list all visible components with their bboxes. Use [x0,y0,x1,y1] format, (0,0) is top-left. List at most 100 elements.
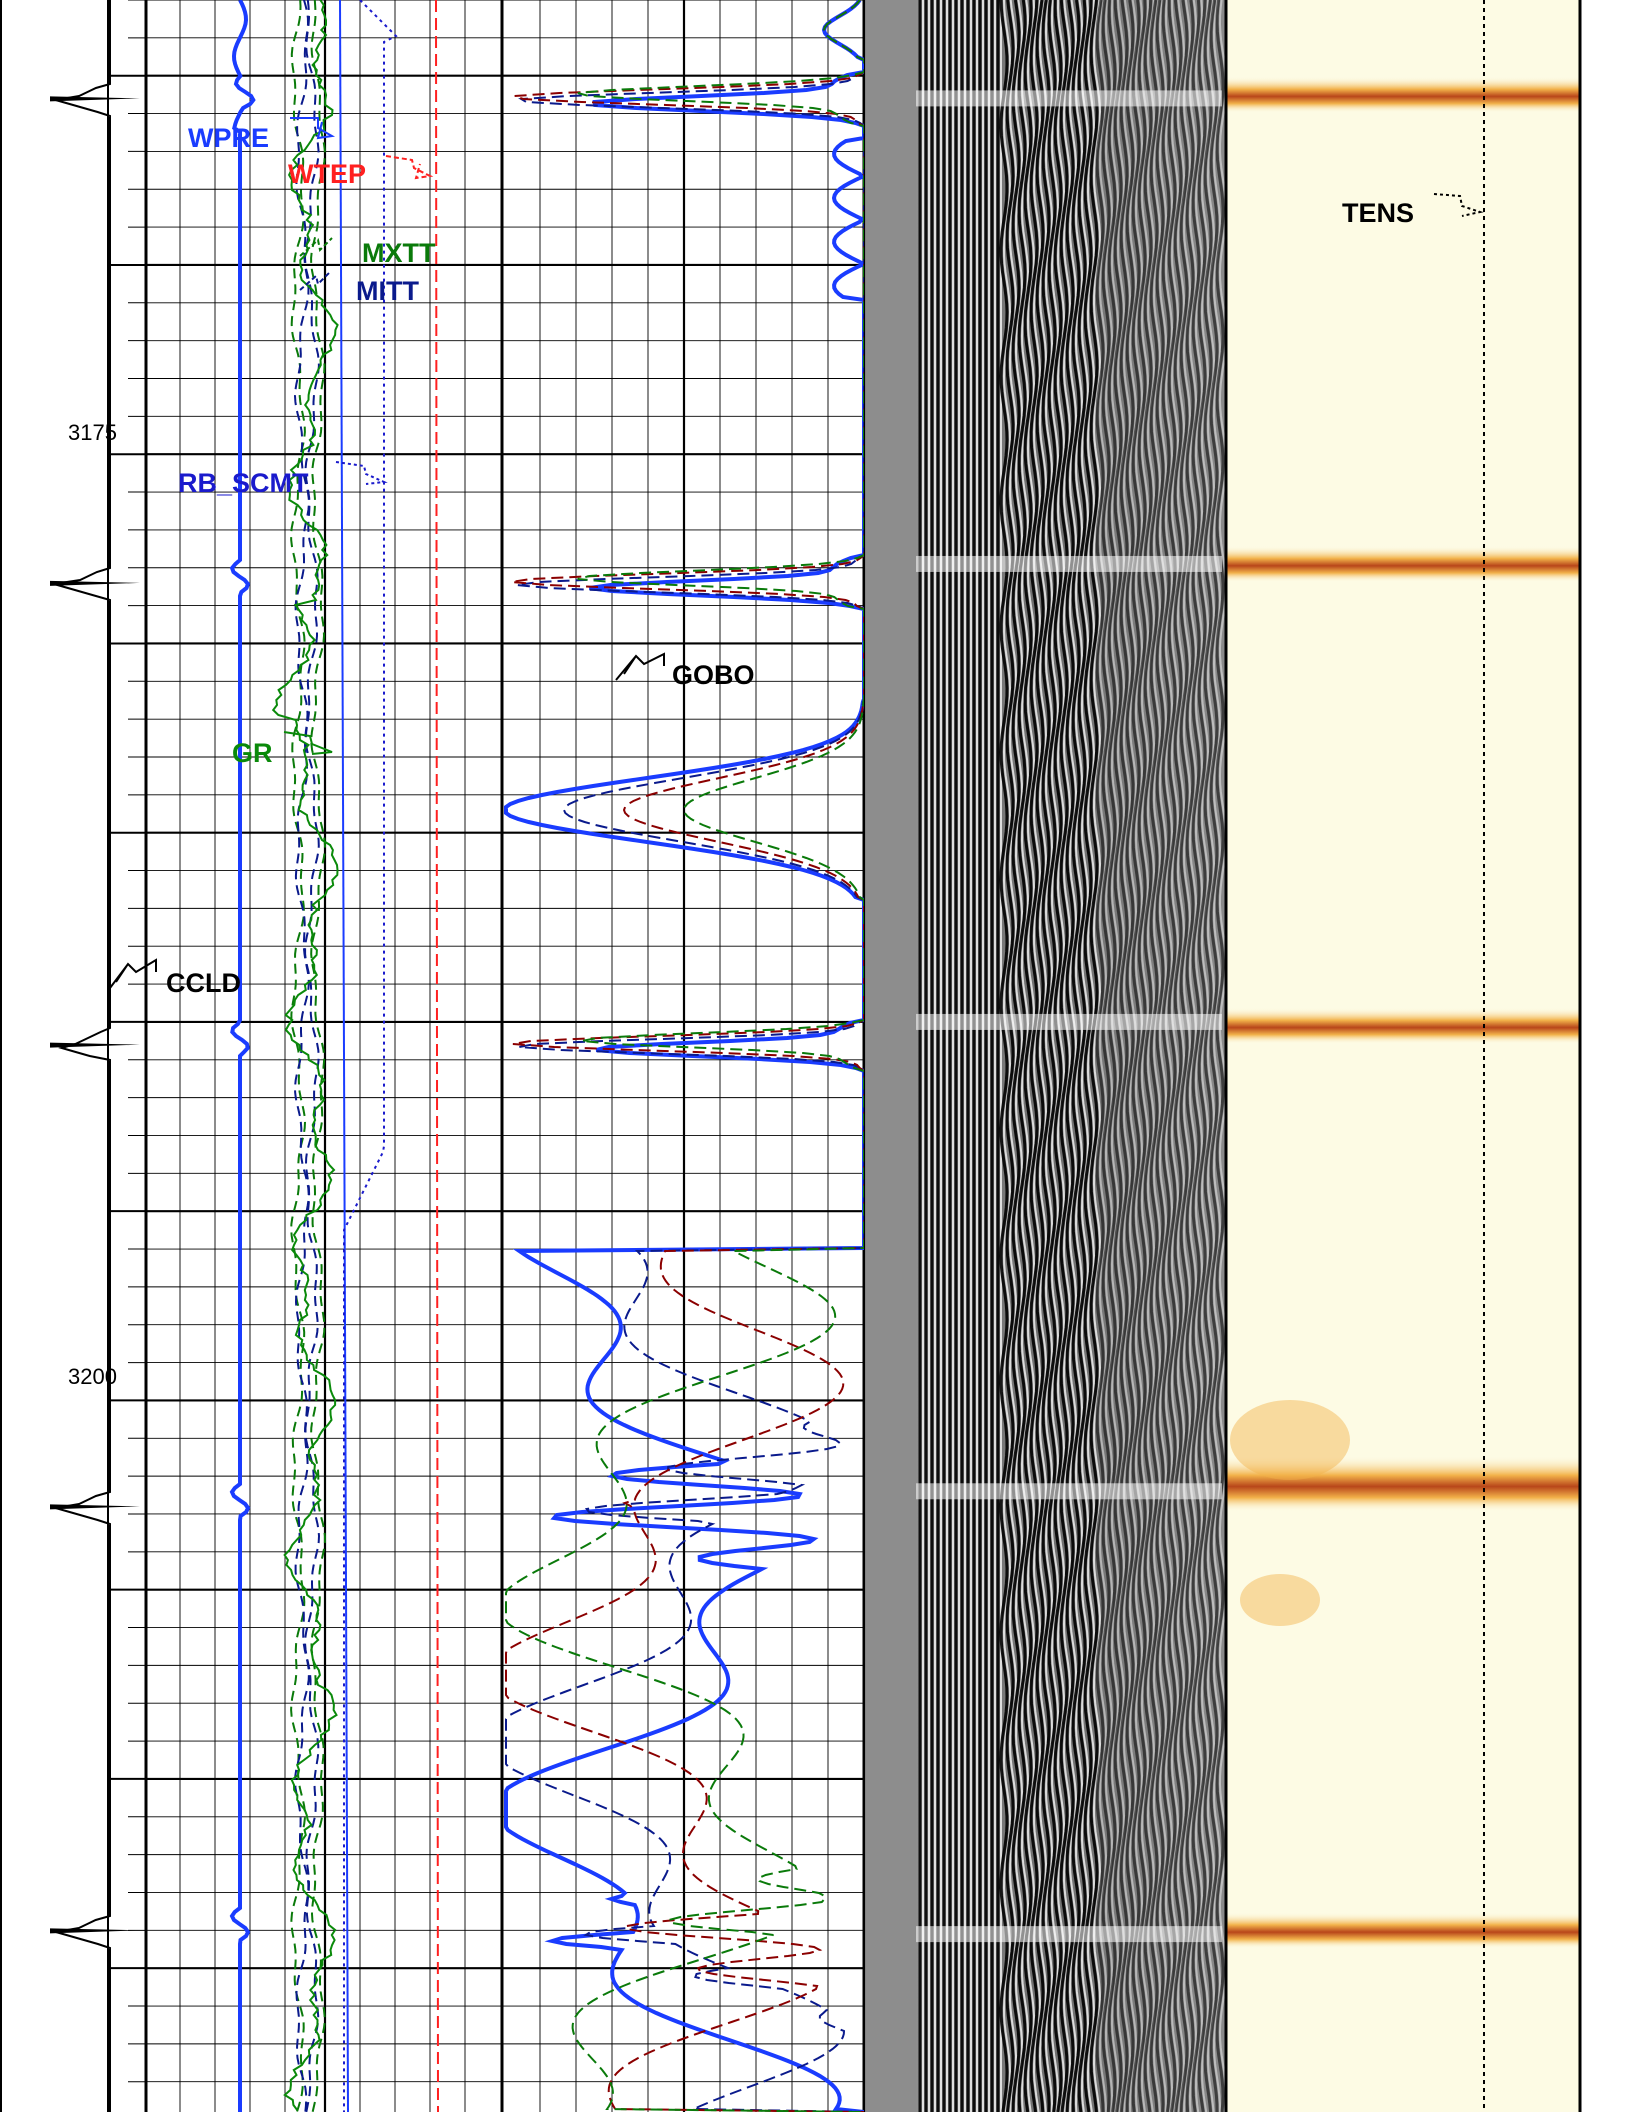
tens-label: TENS [1342,198,1414,228]
waveform-ring [866,555,1222,572]
bond-band [1226,545,1580,582]
waveform-stripe [1083,0,1093,2112]
depth-ticks [108,0,146,2083]
waveform-stripe [1017,0,1027,2112]
waveform-stripes [866,0,1228,2112]
track-borders [0,0,1582,2112]
waveform-stripe [1005,0,1015,2112]
mitt-trace-2 [293,0,310,2112]
waveform-stripe [1095,0,1105,2112]
gobo-arrow-icon [615,652,665,681]
depth-label-3175: 3175 [68,420,117,445]
waveform-stripe [1032,0,1042,2112]
mitt-label: MITT [356,276,419,306]
gobo-trace [504,0,864,2112]
waveform-stripe [1047,0,1057,2112]
ccld-legend: CCLD [109,958,241,998]
waveform-stripe [1065,0,1075,2112]
waveform-stripe [1008,0,1018,2112]
waveform-ring [866,90,1222,107]
waveform-stripe [1140,0,1150,2112]
wpre-trace [229,0,256,2112]
waveform-stripe [1041,0,1051,2112]
waveform-stripe [1176,0,1186,2112]
wtep-arrow-icon [385,155,434,180]
gr-arrow-icon [283,731,333,755]
waveform-stripe [1197,0,1207,2112]
bond-band [1226,1912,1580,1949]
ccld-trace [53,0,111,2112]
waveform-stripe [1068,0,1078,2112]
waveform-stripe [1086,0,1096,2112]
waveform-stripe [1146,0,1156,2112]
blue-thin-trace [339,0,349,2112]
waveform-stripe [1035,0,1045,2112]
waveform-stripe [1191,0,1201,2112]
collar-spike [50,1504,140,1510]
collar-spike [50,580,140,586]
wpre-label: WPRE [188,123,269,153]
waveform-ring [866,1926,1222,1943]
bond-band [1226,76,1580,113]
mxtt-trace-2 [310,0,327,2112]
waveform-stripe [1149,0,1159,2112]
tens-arrow-icon [1433,193,1484,217]
grid-track2 [502,0,864,2112]
mxtt-arrow-icon [299,237,333,257]
waveform-stripe [1203,0,1213,2112]
collar-spike [50,1928,140,1934]
waveform-stripe [1116,0,1126,2112]
waveform-casing-band [866,0,916,2112]
waveform-stripe [1209,0,1219,2112]
bond-blob [1230,1400,1350,1480]
waveform-stripe [1122,0,1132,2112]
gobo-label: GOBO [672,660,755,690]
bond-band [1226,1007,1580,1044]
gobo-legend: GOBO [615,652,755,690]
waveform-stripe [1029,0,1039,2112]
waveform-ring [866,1013,1222,1030]
bond-blob [1240,1574,1320,1626]
waveform-stripe [1119,0,1129,2112]
collar-spike [50,96,140,102]
waveform-stripe [1125,0,1135,2112]
waveform-stripe [1179,0,1189,2112]
gr-legend: GR [232,731,333,768]
cement-map-bands [1226,76,1580,1949]
wpre-legend: WPRE [188,117,336,153]
ccld-curve [50,0,140,2112]
waveform-stripe [1053,0,1063,2112]
cement-map-track [1226,0,1580,2112]
gobo-curves [504,0,864,2112]
grid-track1 [146,0,502,2112]
bond-band [1226,1455,1580,1512]
collar-spike [50,1042,140,1048]
ccld-label: CCLD [166,968,241,998]
waveform-stripe [1089,0,1099,2112]
waveform-stripe [1137,0,1147,2112]
mitt-trace [303,0,321,2112]
mxtt-legend: MXTT [299,237,436,268]
wtep-legend: WTEP [288,155,434,189]
waveform-stripe [1173,0,1183,2112]
waveform-stripe [1131,0,1141,2112]
tens-legend: TENS [1342,193,1484,228]
waveform-stripe [1101,0,1111,2112]
wtep-label: WTEP [288,159,366,189]
gobo-trace [505,0,864,2112]
wpre-arrow-icon [290,117,336,140]
mitt-legend: MITT [299,271,419,306]
waveform-stripe [1155,0,1165,2112]
mitt-arrow-icon [299,271,331,291]
gr-trace [271,0,339,2111]
waveform-stripe [1215,0,1225,2112]
rb-scmt-legend: RB_SCMT [178,461,388,498]
waveform-stripe [1167,0,1177,2112]
rb-scmt-trace [343,0,398,2112]
waveform-stripe [1185,0,1195,2112]
waveform-stripe [1023,0,1033,2112]
waveform-stripe [1071,0,1081,2112]
waveform-stripe [999,0,1009,2112]
mxtt-label: MXTT [362,238,436,268]
waveform-stripe [1062,0,1072,2112]
